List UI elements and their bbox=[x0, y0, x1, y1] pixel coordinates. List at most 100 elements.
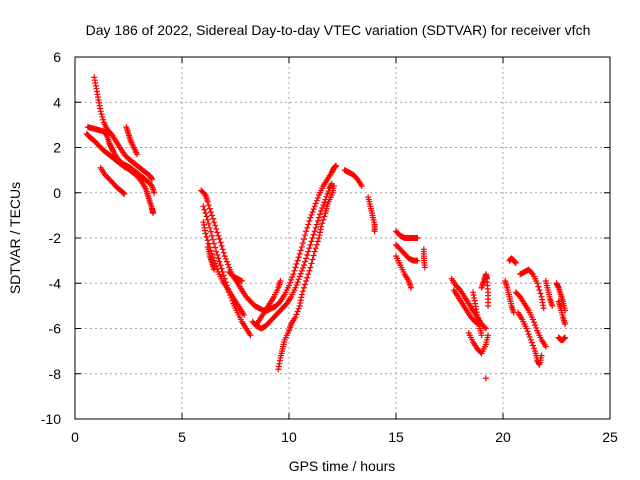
data-point bbox=[540, 305, 547, 312]
data-point bbox=[299, 264, 306, 271]
data-point bbox=[296, 273, 303, 280]
data-point bbox=[211, 219, 218, 226]
data-point bbox=[298, 244, 305, 251]
data-point bbox=[211, 266, 218, 273]
data-point bbox=[121, 190, 128, 197]
y-tick-label: -10 bbox=[41, 411, 61, 427]
data-point bbox=[371, 228, 378, 235]
series-arc-3 bbox=[83, 130, 157, 217]
data-point bbox=[297, 247, 304, 254]
data-point bbox=[149, 176, 156, 183]
data-point bbox=[526, 333, 533, 340]
data-point bbox=[309, 235, 316, 241]
data-point bbox=[134, 151, 141, 158]
x-tick-label: 25 bbox=[602, 429, 618, 445]
data-point bbox=[297, 270, 304, 277]
series-arc-4 bbox=[97, 164, 128, 197]
data-point bbox=[220, 249, 227, 256]
data-point bbox=[216, 236, 223, 243]
series-arc-23 bbox=[470, 289, 485, 339]
data-point bbox=[531, 319, 538, 326]
data-point bbox=[203, 233, 210, 240]
data-point bbox=[294, 308, 301, 315]
series-arc-19 bbox=[420, 246, 428, 271]
data-point bbox=[407, 284, 414, 291]
data-point bbox=[214, 229, 221, 236]
data-point bbox=[421, 264, 428, 271]
data-point bbox=[562, 320, 569, 327]
series-arc-6 bbox=[198, 162, 340, 314]
data-point bbox=[151, 189, 158, 196]
data-point bbox=[294, 257, 301, 264]
data-point bbox=[303, 255, 310, 262]
data-point bbox=[225, 261, 232, 268]
data-point bbox=[311, 228, 318, 235]
series-arc-27 bbox=[506, 255, 519, 266]
data-point bbox=[98, 111, 105, 118]
data-point bbox=[293, 281, 300, 288]
data-point bbox=[537, 290, 544, 297]
data-point bbox=[295, 254, 302, 261]
data-point bbox=[306, 267, 313, 274]
data-point bbox=[531, 345, 538, 352]
data-point bbox=[292, 284, 299, 291]
data-point bbox=[310, 206, 317, 213]
data-point bbox=[208, 212, 215, 219]
data-point bbox=[206, 205, 213, 212]
series-arc-22 bbox=[465, 330, 492, 357]
data-point bbox=[333, 162, 340, 169]
data-point bbox=[314, 194, 321, 201]
y-tick-label: 0 bbox=[53, 185, 61, 201]
data-point bbox=[205, 202, 212, 209]
data-point bbox=[318, 223, 325, 230]
data-point bbox=[241, 311, 248, 318]
data-point bbox=[307, 214, 314, 221]
data-point bbox=[529, 316, 536, 323]
data-point bbox=[307, 264, 314, 271]
data-point bbox=[311, 248, 318, 255]
data-point bbox=[310, 252, 317, 259]
data-point bbox=[533, 324, 540, 331]
series-arc-18 bbox=[393, 253, 414, 291]
data-point bbox=[217, 262, 224, 269]
data-point bbox=[293, 311, 300, 318]
series-arc-9 bbox=[204, 244, 218, 273]
data-point bbox=[292, 314, 299, 321]
data-point bbox=[204, 198, 211, 205]
data-point bbox=[314, 238, 321, 245]
data-point bbox=[304, 251, 311, 258]
data-point bbox=[294, 279, 301, 286]
data-point bbox=[305, 221, 312, 228]
data-point bbox=[286, 282, 292, 289]
series-arc-29 bbox=[514, 309, 545, 368]
data-point bbox=[99, 113, 106, 120]
series-arc-24 bbox=[478, 271, 492, 309]
data-point bbox=[300, 236, 307, 243]
data-point bbox=[307, 241, 314, 248]
data-point bbox=[485, 302, 492, 309]
data-point bbox=[296, 250, 303, 257]
data-point bbox=[529, 342, 536, 349]
data-point bbox=[535, 283, 542, 290]
data-point bbox=[312, 200, 319, 207]
data-point bbox=[485, 332, 492, 339]
data-point bbox=[308, 211, 315, 218]
series-arc-28 bbox=[512, 289, 549, 350]
data-point bbox=[238, 277, 245, 284]
data-point bbox=[212, 222, 219, 229]
series-arc-14 bbox=[341, 167, 365, 189]
y-tick-label: 4 bbox=[53, 94, 61, 110]
data-point bbox=[302, 232, 309, 239]
data-point bbox=[207, 228, 214, 235]
data-point bbox=[206, 224, 213, 231]
data-point bbox=[298, 267, 305, 274]
data-point bbox=[221, 253, 228, 260]
data-point bbox=[320, 216, 327, 223]
data-point bbox=[214, 251, 221, 258]
y-tick-label: 6 bbox=[53, 49, 61, 65]
data-point bbox=[317, 211, 324, 218]
data-point bbox=[201, 206, 208, 213]
data-point bbox=[295, 305, 302, 312]
data-point bbox=[312, 224, 319, 231]
